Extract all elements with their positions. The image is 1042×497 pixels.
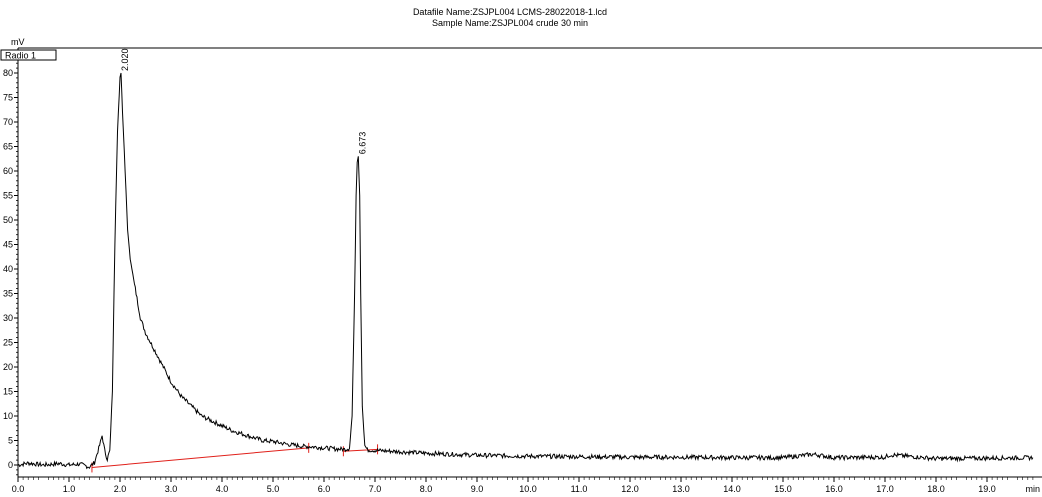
- chart-header: Datafile Name:ZSJPL004 LCMS-28022018-1.l…: [0, 7, 1020, 29]
- x-tick-label: 6.0: [318, 484, 331, 494]
- y-tick-label: 55: [3, 191, 13, 201]
- x-axis-label: min: [1025, 484, 1040, 494]
- detector-label-box: Radio 1: [0, 49, 57, 61]
- x-tick-label: 12.0: [621, 484, 639, 494]
- detector-label: Radio 1: [5, 51, 36, 61]
- y-tick-label: 20: [3, 362, 13, 372]
- y-tick-label: 80: [3, 68, 13, 78]
- y-tick-label: 5: [8, 436, 13, 446]
- x-tick-label: 11.0: [571, 484, 588, 494]
- y-tick-label: 75: [3, 93, 13, 103]
- x-tick-label: 2.0: [114, 484, 127, 494]
- x-tick-label: 14.0: [723, 484, 741, 494]
- x-tick-label: 7.0: [369, 484, 382, 494]
- x-tick-label: 5.0: [267, 484, 280, 494]
- peak-label: 6.673: [357, 132, 367, 155]
- y-tick-label: 30: [3, 313, 13, 323]
- x-tick-label: 3.0: [165, 484, 178, 494]
- sample-name: Sample Name:ZSJPL004 crude 30 min: [431, 18, 589, 28]
- x-tick-label: 0.0: [12, 484, 25, 494]
- baseline-segment: [343, 448, 378, 452]
- baseline-segment: [91, 447, 309, 468]
- peak-label: 2.020: [120, 48, 130, 71]
- detector-box-border: [0, 49, 57, 61]
- y-tick-label: 10: [3, 411, 13, 421]
- y-tick-label: 40: [3, 264, 13, 274]
- x-tick-label: 15.0: [774, 484, 792, 494]
- chromatogram-trace: [17, 72, 1034, 470]
- y-tick-label: 35: [3, 289, 13, 299]
- plot-frame: [17, 47, 1042, 478]
- x-tick-label: 8.0: [420, 484, 433, 494]
- y-axis: mV Radio 1 0 5 10 15 20 25 30 35 40 45 50 55 60 65 70 75 8…: [0, 37, 57, 476]
- x-tick-label: 16.0: [825, 484, 843, 494]
- x-tick-label: 4.0: [216, 484, 229, 494]
- y-tick-label: 50: [3, 215, 13, 225]
- x-tick-label: 1.0: [63, 484, 76, 494]
- y-tick-label: 60: [3, 166, 13, 176]
- x-tick-label: 9.0: [471, 484, 484, 494]
- x-axis: 0.0 1.0 2.0 3.0 4.0 5.0 6.0 7.0 8.0 9.0 10.0 11.0 12…: [12, 477, 1040, 494]
- y-tick-label: 45: [3, 240, 13, 250]
- y-tick-label: 25: [3, 338, 13, 348]
- x-tick-label: 19.0: [978, 484, 996, 494]
- y-tick-label: 15: [3, 387, 13, 397]
- peak-labels: 2.020 6.673: [120, 48, 367, 154]
- x-tick-label: 18.0: [927, 484, 945, 494]
- x-tick-label: 10.0: [519, 484, 537, 494]
- y-tick-label: 65: [3, 142, 13, 152]
- x-tick-label: 13.0: [672, 484, 690, 494]
- x-tick-label: 17.0: [876, 484, 894, 494]
- chromatogram-line: [17, 72, 1034, 470]
- datafile-name: Datafile Name:ZSJPL004 LCMS-28022018-1.l…: [412, 7, 608, 17]
- y-axis-label: mV: [11, 37, 25, 47]
- y-tick-label: 70: [3, 117, 13, 127]
- y-tick-label: 0: [8, 460, 13, 470]
